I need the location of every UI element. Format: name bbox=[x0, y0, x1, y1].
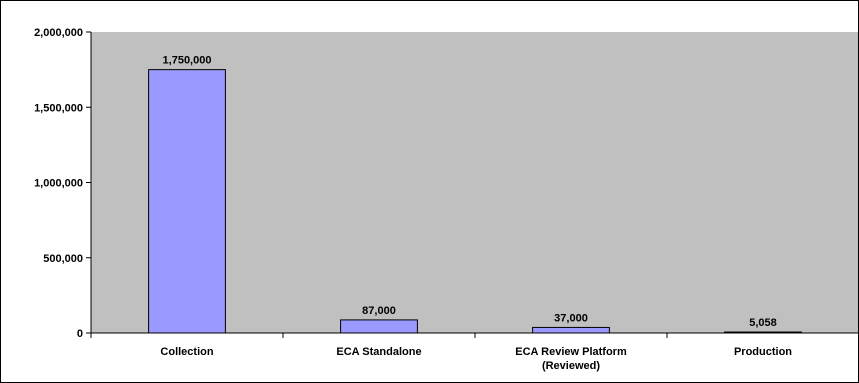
x-tick-label: ECA Review Platform bbox=[515, 346, 627, 358]
x-tick-label: Collection bbox=[160, 346, 213, 358]
data-label: 5,058 bbox=[749, 317, 777, 329]
bar bbox=[340, 319, 418, 334]
data-label: 1,750,000 bbox=[163, 55, 212, 67]
y-tick-label: 1,000,000 bbox=[34, 178, 83, 190]
bar bbox=[148, 69, 226, 334]
y-tick-label: 2,000,000 bbox=[34, 27, 83, 39]
bar-series bbox=[148, 69, 802, 334]
y-axis: 0 500,000 1,000,000 1,500,000 2,000,000 bbox=[34, 27, 92, 340]
bar bbox=[724, 331, 802, 334]
data-label: 37,000 bbox=[554, 312, 588, 324]
x-axis: Collection ECA Standalone ECA Review Platf… bbox=[90, 332, 858, 372]
y-tick-label: 0 bbox=[77, 328, 83, 340]
data-labels: 1,750,000 87,000 37,000 5,058 bbox=[163, 55, 777, 329]
y-tick-label: 1,500,000 bbox=[34, 102, 83, 114]
x-tick-label: Production bbox=[734, 346, 792, 358]
bar bbox=[532, 326, 610, 334]
x-tick-label: (Reviewed) bbox=[542, 360, 600, 372]
data-label: 87,000 bbox=[362, 305, 396, 317]
x-tick-label: ECA Standalone bbox=[336, 346, 421, 358]
y-tick-label: 500,000 bbox=[43, 253, 83, 265]
